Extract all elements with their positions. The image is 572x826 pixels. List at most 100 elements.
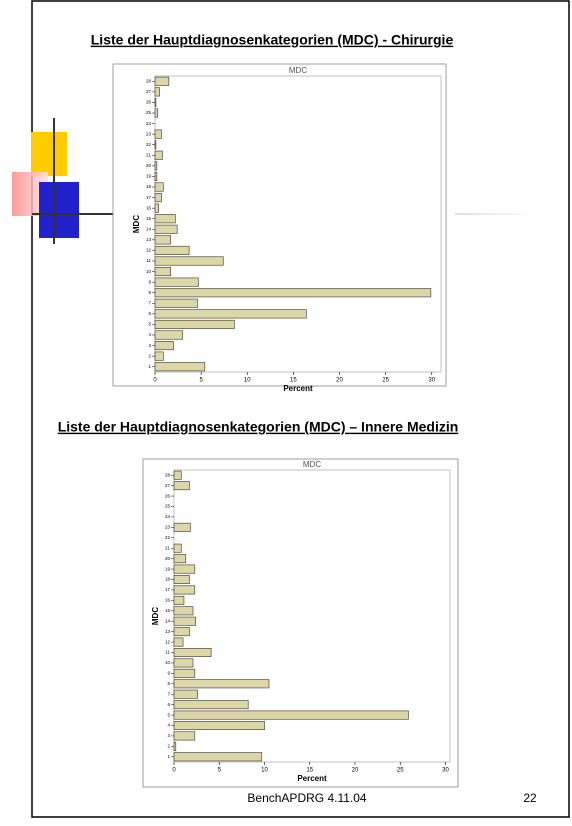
y-tick-label: 28	[146, 78, 152, 83]
heading: Liste der Hauptdiagnosenkategorien (MDC)…	[91, 32, 454, 48]
bar	[154, 267, 171, 277]
bar	[173, 731, 196, 741]
y-tick-label: 1	[167, 754, 170, 759]
bar	[154, 214, 176, 224]
chart-title: MDC	[289, 66, 307, 75]
x-axis-label: Percent	[283, 384, 313, 393]
x-axis-label: Percent	[297, 774, 327, 783]
bar	[154, 140, 157, 150]
y-tick-label: 14	[146, 226, 152, 231]
y-tick-label: 4	[148, 332, 151, 337]
y-tick-label: 5	[148, 322, 151, 327]
y-tick-label: 17	[146, 195, 152, 200]
x-tick-label: 15	[290, 378, 297, 384]
x-tick-label: 0	[172, 768, 176, 774]
y-tick-label: 7	[148, 300, 151, 305]
bar	[154, 319, 235, 329]
y-tick-label: 2	[148, 353, 151, 358]
x-tick-label: 5	[218, 768, 222, 774]
bar	[173, 554, 187, 564]
bar	[154, 235, 171, 245]
bar	[173, 721, 265, 730]
bar	[154, 288, 432, 298]
x-tick-label: 25	[382, 378, 389, 384]
y-tick-label: 14	[165, 618, 171, 623]
bar	[173, 543, 182, 553]
y-tick-label: 6	[148, 311, 151, 316]
y-tick-label: 11	[165, 650, 170, 655]
bar	[173, 752, 263, 762]
y-tick-label: 3	[167, 733, 170, 738]
bar	[154, 129, 162, 139]
y-tick-label: 8	[148, 290, 151, 295]
y-tick-label: 22	[146, 142, 152, 147]
y-tick-label: 10	[146, 269, 152, 274]
bar	[173, 658, 194, 668]
bar	[154, 108, 159, 118]
bar	[173, 575, 190, 584]
bar	[154, 351, 164, 361]
bar	[173, 522, 191, 532]
y-tick-label: 13	[146, 237, 152, 242]
y-tick-label: 17	[165, 587, 171, 592]
y-tick-label: 22	[165, 535, 171, 540]
bar	[154, 362, 206, 372]
y-tick-label: 1	[148, 364, 151, 369]
bar	[154, 203, 159, 213]
bar	[154, 309, 307, 319]
y-tick-label: 27	[165, 483, 171, 488]
bar	[173, 710, 409, 720]
y-tick-label: 15	[146, 216, 152, 221]
x-tick-label: 10	[244, 378, 251, 384]
bar	[154, 341, 174, 351]
bar	[154, 298, 198, 308]
bar	[154, 193, 162, 203]
bar	[173, 470, 182, 480]
y-tick-label: 27	[146, 89, 152, 94]
x-tick-label: 25	[397, 768, 404, 774]
x-tick-label: 30	[428, 378, 435, 384]
deco-blue	[39, 182, 79, 238]
deco-yellow	[31, 132, 67, 176]
bar	[154, 161, 158, 171]
y-tick-label: 7	[167, 691, 170, 696]
bar	[154, 97, 157, 107]
bar	[154, 245, 190, 255]
y-tick-label: 18	[146, 184, 152, 189]
heading: Liste der Hauptdiagnosenkategorien (MDC)…	[58, 419, 459, 435]
bar	[173, 585, 196, 595]
y-tick-label: 26	[146, 100, 152, 105]
y-tick-label: 11	[146, 258, 151, 263]
x-tick-label: 30	[442, 768, 449, 774]
page-number: 22	[523, 791, 537, 805]
y-tick-label: 18	[165, 577, 171, 582]
bar	[173, 689, 198, 699]
bar	[154, 150, 163, 160]
bar	[154, 171, 158, 181]
y-tick-label: 25	[146, 110, 152, 115]
y-tick-label: 10	[165, 660, 171, 665]
y-tick-label: 9	[167, 671, 170, 676]
y-tick-label: 21	[146, 152, 152, 157]
y-tick-label: 24	[165, 514, 171, 519]
deco-line	[455, 213, 535, 215]
y-tick-label: 12	[146, 248, 152, 253]
y-axis-label: MDC	[132, 215, 141, 233]
y-tick-label: 15	[165, 608, 171, 613]
y-tick-label: 5	[167, 712, 170, 717]
y-tick-label: 24	[146, 121, 152, 126]
y-tick-label: 23	[146, 131, 152, 136]
x-tick-label: 10	[261, 768, 268, 774]
y-axis-label: MDC	[151, 607, 160, 625]
bar	[154, 76, 170, 86]
slide-border	[31, 0, 570, 818]
footer: BenchAPDRG 4.11.04	[247, 791, 367, 805]
y-tick-label: 3	[148, 343, 151, 348]
bar	[173, 606, 194, 616]
bar	[154, 277, 199, 287]
x-tick-label: 15	[306, 768, 313, 774]
bar	[173, 648, 212, 657]
bar	[173, 700, 249, 710]
y-tick-label: 6	[167, 702, 170, 707]
